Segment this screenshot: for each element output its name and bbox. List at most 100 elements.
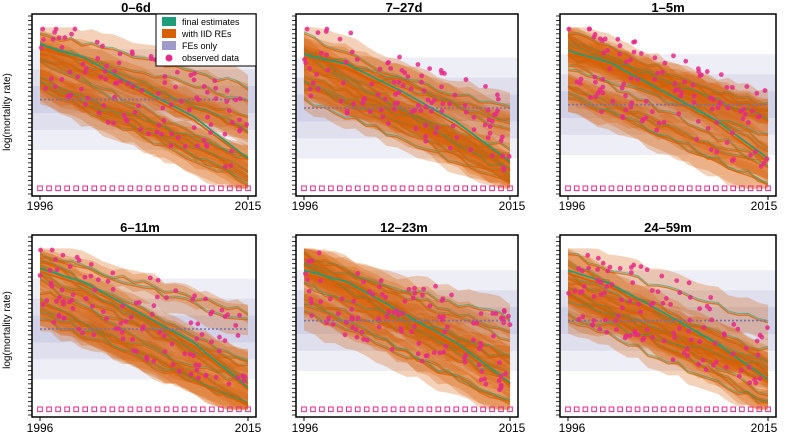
observed-point (578, 76, 584, 82)
observed-point (566, 290, 572, 296)
floor-marker (37, 406, 43, 413)
observed-point (577, 81, 583, 86)
final-line (39, 255, 249, 314)
observed-point (662, 60, 668, 66)
floor-marker (245, 185, 251, 192)
observed-point (40, 302, 46, 308)
observed-point (67, 69, 73, 75)
observed-point (485, 135, 491, 141)
observed-point (116, 60, 122, 66)
observed-point (82, 274, 88, 280)
observed-point (690, 82, 696, 88)
observed-point (566, 26, 572, 32)
observed-point (121, 112, 127, 118)
floor-marker (372, 406, 379, 413)
observed-point (42, 86, 48, 91)
observed-point (762, 88, 768, 93)
floor-marker (345, 406, 352, 413)
observed-point (486, 117, 492, 123)
observed-point (439, 108, 445, 114)
observed-point (721, 332, 727, 338)
observed-point (237, 312, 242, 318)
observed-point (487, 130, 493, 136)
observed-point (188, 320, 194, 326)
observed-point (591, 317, 597, 323)
observed-point (56, 35, 62, 41)
observed-point (229, 119, 235, 125)
observed-point (712, 341, 718, 346)
observed-point (112, 68, 118, 74)
observed-point (170, 362, 176, 368)
floor-marker (721, 406, 728, 413)
observed-point (164, 295, 169, 301)
observed-point (213, 85, 219, 91)
floor-marker (172, 185, 179, 192)
iid-band (40, 69, 248, 189)
observed-point (745, 120, 751, 125)
observed-point (92, 287, 98, 293)
final-line (567, 312, 769, 367)
observed-point (241, 378, 247, 384)
observed-point (442, 329, 448, 335)
observed-point (755, 114, 761, 120)
floor-marker (145, 185, 152, 192)
observed-point (638, 264, 644, 269)
observed-point (118, 78, 124, 84)
observed-point (683, 58, 689, 64)
observed-point (597, 326, 603, 332)
observed-point (136, 103, 141, 109)
observed-point (757, 376, 763, 382)
observed-point (128, 314, 134, 320)
observed-point (391, 106, 397, 112)
observed-point (161, 333, 167, 339)
observed-point (714, 120, 719, 126)
observed-point (41, 37, 46, 42)
iid-line (303, 53, 511, 178)
observed-point (600, 260, 606, 266)
final-line (303, 262, 511, 383)
observed-point (338, 98, 344, 104)
floor-marker (199, 406, 206, 413)
observed-point (643, 98, 649, 104)
floor-marker (136, 185, 143, 192)
observed-point (740, 116, 746, 122)
observed-point (233, 97, 239, 103)
observed-point (154, 129, 160, 135)
floor-marker (471, 406, 477, 413)
observed-point (208, 122, 214, 128)
floor-marker (417, 185, 424, 192)
observed-point (600, 76, 606, 82)
observed-point (389, 346, 395, 352)
x-tick-end: 2015 (235, 199, 262, 213)
observed-point (342, 332, 348, 338)
iid-band (40, 252, 248, 374)
observed-point (684, 346, 690, 352)
observed-point (85, 95, 91, 101)
floor-marker (713, 185, 719, 192)
observed-point (591, 34, 597, 40)
final-line (303, 309, 511, 401)
observed-point (439, 84, 444, 90)
x-tick-start: 1996 (292, 421, 319, 435)
observed-point (143, 355, 149, 360)
observed-point (742, 111, 748, 117)
observed-point (216, 348, 222, 354)
observed-point (442, 70, 447, 76)
observed-point (385, 120, 391, 126)
floor-marker (669, 185, 676, 192)
observed-point (339, 296, 345, 302)
observed-point (681, 350, 687, 356)
observed-point (49, 247, 55, 253)
observed-point (132, 110, 138, 115)
observed-point (468, 147, 474, 153)
observed-point (76, 326, 82, 332)
observed-point (47, 267, 53, 273)
observed-point (463, 77, 469, 82)
observed-point (351, 101, 356, 107)
floor-marker (573, 185, 580, 192)
observed-point (355, 271, 361, 276)
observed-point (602, 317, 608, 323)
observed-point (38, 247, 44, 253)
observed-point (644, 267, 650, 273)
observed-point (499, 134, 505, 140)
